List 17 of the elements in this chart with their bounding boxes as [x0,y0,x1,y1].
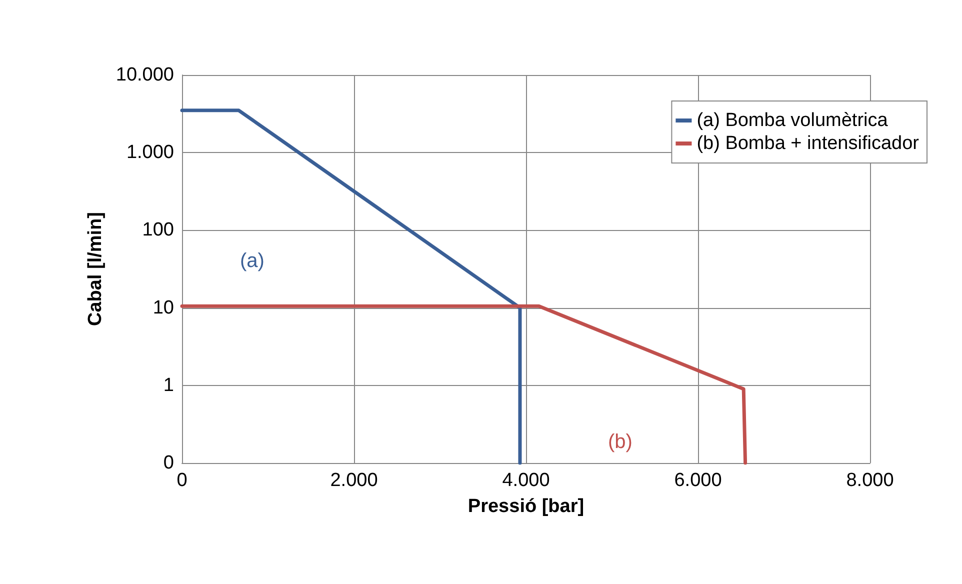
y-tick-label: 10 [152,297,174,318]
legend-label: (a) Bomba volumètrica [696,110,888,131]
annotation: (b) [608,431,632,453]
x-tick-label: 2.000 [330,470,378,491]
legend-label: (b) Bomba + intensificador [696,133,920,154]
x-tick-label: 6.000 [674,470,722,491]
y-axis-title: Cabal [l/min] [84,212,106,326]
x-tick-label: 8.000 [846,470,894,491]
y-tick-label: 1.000 [126,142,174,164]
x-tick-label: 0 [176,470,188,491]
y-tick-label: 0 [163,452,174,474]
x-axis-title: Pressió [bar] [468,496,584,517]
annotation: (a) [240,250,264,272]
y-tick-label: 10.000 [116,64,174,86]
x-tick-label: 4.000 [502,470,550,491]
y-tick-label: 100 [142,220,174,241]
y-tick-label: 1 [163,374,174,396]
